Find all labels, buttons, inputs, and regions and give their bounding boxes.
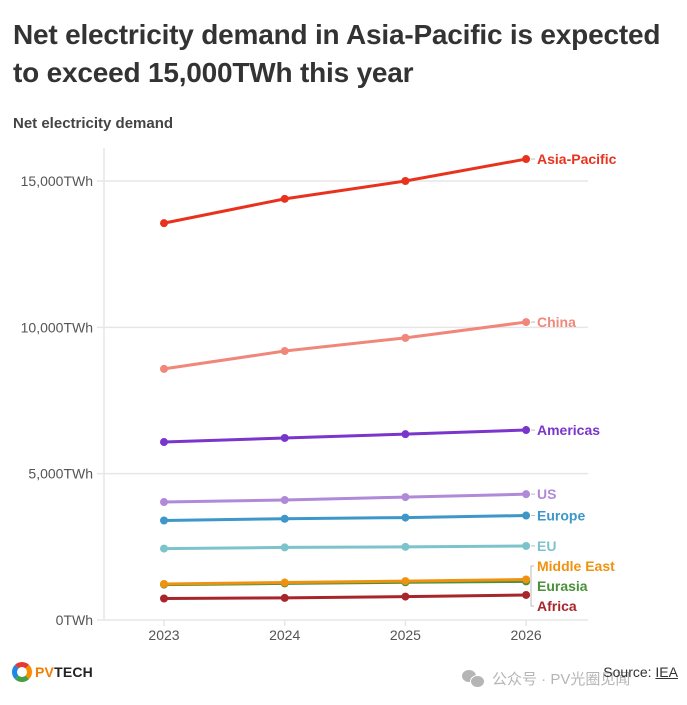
point-middle-east-2025 [401,577,410,586]
point-europe-2024 [280,514,289,523]
line-eu [162,544,528,551]
x-tick-label: 2026 [511,627,542,643]
x-tick-label: 2023 [148,627,179,643]
point-americas-2023 [160,438,168,447]
series-asia-pacific [160,155,531,228]
line-us [162,492,528,504]
point-middle-east-2026 [522,575,531,584]
series-africa [160,590,531,603]
point-asia-pacific-2025 [401,177,410,185]
pvtech-logo: PVTECH [12,660,93,684]
point-china-2024 [280,347,289,356]
point-middle-east-2024 [280,578,289,587]
watermark-text: 公众号 · PV光圈见闻 [492,671,631,688]
point-eu-2024 [280,543,289,552]
logo-pv-text: PV [35,664,55,680]
point-africa-2025 [401,592,410,601]
axis-layer: 0TWh 5,000TWh 10,000TWh 15,000TWh 2023 2024 20… [21,148,542,643]
point-eu-2026 [522,541,531,550]
series-label-asia-pacific: Asia-Pacific [537,151,617,167]
y-tick-label: 0TWh [56,612,93,628]
line-asia-pacific [162,157,528,225]
chart-title: Net electricity demand in Asia-Pacific i… [13,19,661,88]
series-label-europe: Europe [537,508,585,524]
wechat-icon [462,669,485,688]
source-link[interactable]: IEA [655,664,678,680]
line-china [162,320,528,371]
point-europe-2023 [160,516,168,525]
point-us-2025 [401,493,410,502]
series-eu [160,541,531,553]
series-middle-east [160,575,531,589]
point-asia-pacific-2023 [160,219,168,228]
source-prefix: Source: [603,664,656,680]
series-label-us: US [537,486,556,502]
point-asia-pacific-2024 [280,194,289,203]
series-label-middle-east: Middle East [537,558,615,574]
y-tick-label: 10,000TWh [21,319,93,335]
point-africa-2026 [522,590,531,599]
source-note: Source: IEA [603,664,678,680]
point-us-2026 [522,490,531,499]
label-layer: Asia-Pacific China Americas US Europe EU Middl… [530,151,617,614]
x-tick-label: 2024 [269,627,300,643]
point-eu-2023 [160,544,168,553]
y-tick-label: 15,000TWh [21,173,93,189]
label-bracket [530,565,534,607]
point-us-2023 [160,498,168,507]
series-label-eurasia: Eurasia [537,578,588,594]
point-americas-2026 [522,426,531,435]
point-eu-2025 [401,542,410,551]
point-americas-2025 [401,430,410,439]
line-americas [162,428,528,444]
point-middle-east-2023 [160,580,168,589]
y-tick-label: 5,000TWh [28,466,93,482]
point-europe-2025 [401,513,410,522]
point-americas-2024 [280,433,289,442]
series-americas [160,426,531,447]
series-china [160,318,531,373]
x-tick-label: 2025 [390,627,421,643]
series-us [160,490,531,507]
point-europe-2026 [522,511,531,520]
series-layer [160,155,531,603]
series-label-americas: Americas [537,422,600,438]
series-label-eu: EU [537,538,556,554]
watermark: 公众号 · PV光圈见闻 [462,668,630,689]
point-africa-2023 [160,594,168,603]
grid-layer [97,180,588,621]
series-europe [160,511,531,525]
line-africa [162,593,528,600]
point-china-2026 [522,318,531,327]
chart-subtitle: Net electricity demand [13,115,174,132]
series-label-africa: Africa [537,598,577,614]
logo-tech-text: TECH [54,664,93,680]
line-europe [162,514,528,522]
logo-ring-icon [12,662,32,682]
point-china-2025 [401,333,410,342]
point-china-2023 [160,364,168,373]
point-asia-pacific-2026 [522,155,531,164]
line-middle-east [162,577,528,586]
series-label-china: China [537,314,576,330]
point-us-2024 [280,496,289,505]
point-africa-2024 [280,593,289,602]
